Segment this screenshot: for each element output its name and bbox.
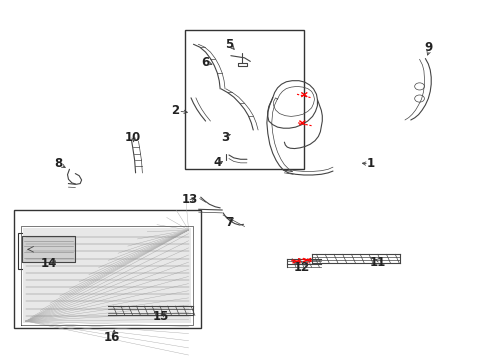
Text: 11: 11 bbox=[369, 256, 386, 269]
Text: 12: 12 bbox=[293, 261, 309, 274]
Text: 4: 4 bbox=[213, 156, 222, 168]
Text: 2: 2 bbox=[171, 104, 179, 117]
Text: 14: 14 bbox=[41, 257, 57, 270]
Bar bbox=[23, 228, 191, 323]
Text: 6: 6 bbox=[201, 55, 209, 69]
Text: 16: 16 bbox=[104, 332, 120, 345]
Text: 1: 1 bbox=[366, 157, 374, 170]
Text: 10: 10 bbox=[124, 131, 141, 144]
Text: 7: 7 bbox=[224, 216, 232, 229]
Bar bbox=[22, 237, 75, 262]
Text: 3: 3 bbox=[221, 131, 229, 144]
Text: 13: 13 bbox=[182, 193, 198, 206]
Bar bbox=[19, 233, 81, 269]
Text: 9: 9 bbox=[423, 41, 431, 54]
Bar bbox=[14, 210, 201, 328]
Text: 8: 8 bbox=[55, 157, 63, 170]
Text: 15: 15 bbox=[152, 310, 169, 323]
Text: 5: 5 bbox=[224, 38, 233, 51]
Bar bbox=[185, 30, 304, 169]
